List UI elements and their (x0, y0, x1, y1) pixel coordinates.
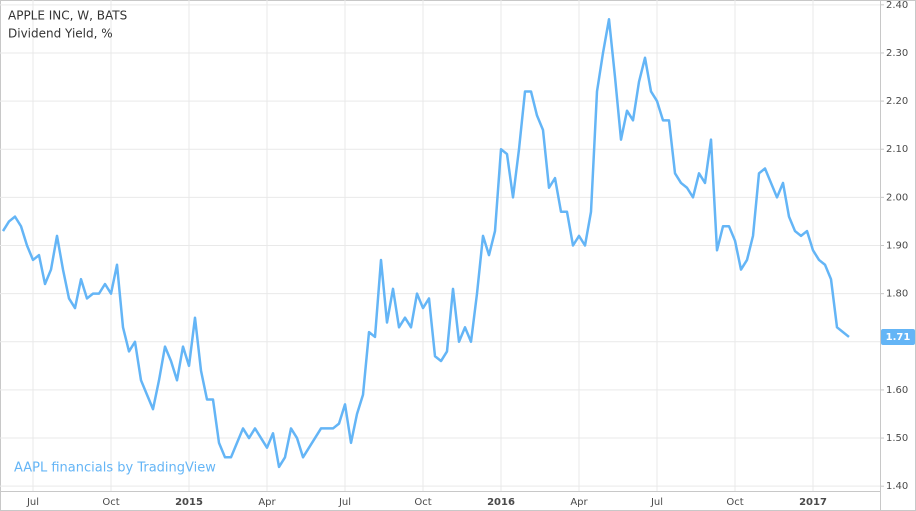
x-tick-label: Jul (338, 497, 351, 508)
chart-subtitle: Dividend Yield, % (8, 27, 113, 41)
last-value-label: 1.71 (886, 332, 911, 343)
x-tick-label: Oct (102, 497, 119, 508)
y-tick-label: 2.00 (886, 192, 908, 203)
y-tick-label: 1.50 (886, 433, 908, 444)
x-tick-label: Oct (726, 497, 743, 508)
x-tick-label: Apr (570, 497, 588, 508)
x-tick-label: 2015 (175, 497, 203, 508)
line-series (1, 18, 850, 469)
y-tick-label: 2.10 (886, 144, 908, 155)
grid (0, 0, 880, 491)
x-tick-label: Apr (258, 497, 276, 508)
y-tick-label: 1.60 (886, 385, 908, 396)
y-tick-label: 2.20 (886, 96, 908, 107)
last-value-badge (881, 328, 915, 345)
y-tick-label: 2.30 (886, 48, 908, 59)
y-tick-label: 1.80 (886, 289, 908, 300)
x-tick-label: Oct (414, 497, 431, 508)
x-tick-label: 2016 (487, 497, 515, 508)
watermark: AAPL financials by TradingView (14, 461, 216, 476)
y-tick-label: 1.90 (886, 241, 908, 252)
y-tick-label: 1.40 (886, 481, 908, 492)
x-tick-label: 2017 (799, 497, 827, 508)
x-tick-label: Jul (26, 497, 39, 508)
y-tick-label: 2.40 (886, 0, 908, 11)
x-tick-label: Jul (650, 497, 663, 508)
chart-title: APPLE INC, W, BATS (8, 9, 127, 23)
